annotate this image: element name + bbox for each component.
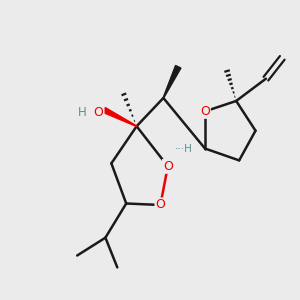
- Text: O: O: [200, 105, 210, 118]
- Text: O: O: [163, 160, 173, 173]
- Text: ···H: ···H: [175, 143, 193, 154]
- Text: O: O: [155, 199, 165, 212]
- Text: O: O: [94, 106, 103, 119]
- Text: H: H: [78, 106, 87, 119]
- Polygon shape: [103, 107, 137, 127]
- Polygon shape: [163, 65, 181, 98]
